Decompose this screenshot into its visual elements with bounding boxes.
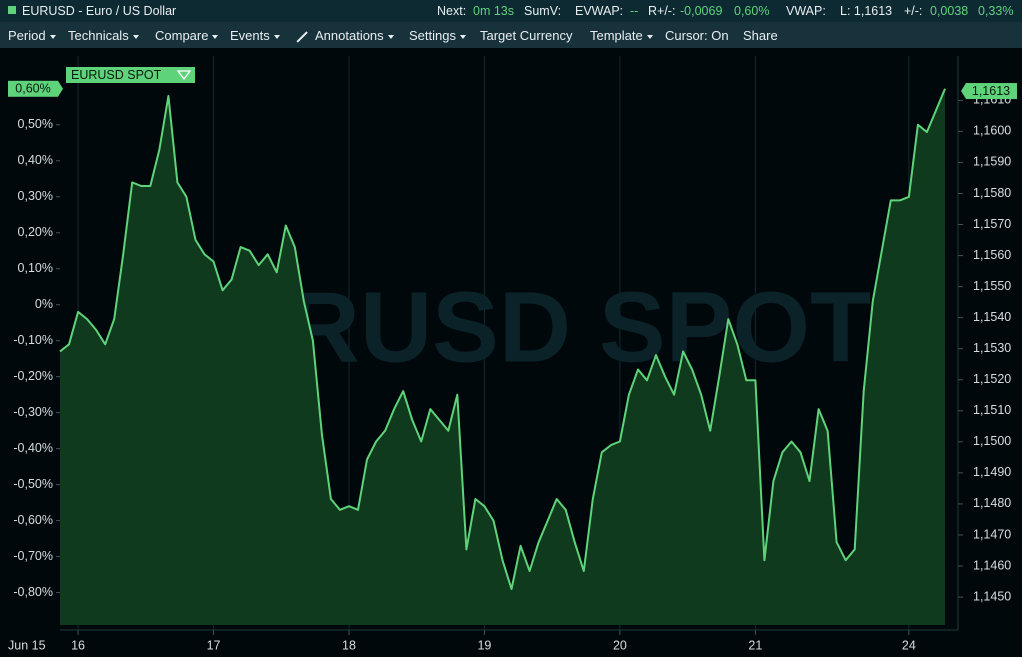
y2-tick-label: 1,1500 bbox=[973, 434, 1011, 448]
y2-tick-label: 1,1590 bbox=[973, 155, 1011, 169]
legend-tag-box bbox=[66, 67, 195, 83]
symbol-title: EURUSD - Euro / US Dollar bbox=[22, 4, 177, 18]
y-tick-label: -0,10% bbox=[13, 333, 53, 347]
last-price-box bbox=[966, 83, 1017, 100]
toolbar: Period Technicals Compare Events Annotat… bbox=[0, 22, 1022, 49]
y-tick-label: 0,20% bbox=[18, 225, 53, 239]
stat-label: +/-: bbox=[904, 4, 923, 18]
y-tick-label: 0,40% bbox=[18, 153, 53, 167]
legend-dropdown-icon bbox=[176, 70, 192, 81]
legend-label: EURUSD SPOT bbox=[71, 68, 162, 82]
y2-tick-label: 1,1570 bbox=[973, 217, 1011, 231]
menu-item[interactable]: Cursor: On bbox=[665, 28, 729, 43]
menu-item[interactable]: Events bbox=[230, 28, 280, 43]
stat-value: 0,33% bbox=[978, 4, 1014, 18]
y2-tick-label: 1,1580 bbox=[973, 186, 1011, 200]
y-tick-label: 0,10% bbox=[18, 261, 53, 275]
menu-item[interactable]: Period bbox=[8, 28, 56, 43]
current-value-pointer bbox=[58, 80, 63, 97]
y2-tick-label: 1,1560 bbox=[973, 248, 1011, 262]
line bbox=[59, 88, 946, 590]
stat-label: VWAP: bbox=[786, 4, 826, 18]
menu-item[interactable]: Settings bbox=[409, 28, 466, 43]
x-start-label: Jun 15 bbox=[8, 638, 46, 652]
x-tick-label: 17 bbox=[207, 638, 221, 652]
stat-label: Next: bbox=[437, 4, 467, 18]
y2-tick-label: 1,1520 bbox=[973, 372, 1011, 386]
area bbox=[60, 88, 945, 626]
y-tick-label: -0,40% bbox=[13, 441, 53, 455]
stat-value: 0,60% bbox=[734, 4, 770, 18]
stat-value: 0,0038 bbox=[930, 4, 969, 18]
y2-tick-label: 1,1530 bbox=[973, 341, 1011, 355]
y2-tick-label: 1,1450 bbox=[973, 589, 1011, 603]
menu-item[interactable]: Target Currency bbox=[480, 28, 573, 43]
menu-item[interactable]: Share bbox=[743, 28, 778, 43]
y2-tick-label: 1,1550 bbox=[973, 279, 1011, 293]
stat-label: EVWAP: bbox=[575, 4, 624, 18]
x-tick-label: 19 bbox=[477, 638, 491, 652]
legend-tag[interactable]: EURUSD SPOT bbox=[66, 67, 195, 83]
x-tick-label: 24 bbox=[902, 638, 916, 652]
x-tick-label: 20 bbox=[613, 638, 627, 652]
stat-value: -- bbox=[630, 4, 639, 18]
menu-item[interactable]: Compare bbox=[155, 28, 218, 43]
y-tick-label: -0,20% bbox=[13, 369, 53, 383]
y-tick-label: -0,30% bbox=[13, 405, 53, 419]
y2-tick-label: 1,1470 bbox=[973, 527, 1011, 541]
y2-tick-label: 1,1460 bbox=[973, 558, 1011, 572]
last-price-label: 1,1613 bbox=[972, 84, 1010, 98]
y2-tick-label: 1,1510 bbox=[973, 403, 1011, 417]
current-value-label: 0,60% bbox=[15, 82, 50, 96]
y-tick-label: 0% bbox=[35, 297, 53, 311]
y-tick-label: -0,80% bbox=[13, 585, 53, 599]
stat-value: L: 1,1613 bbox=[840, 4, 893, 18]
x-tick-label: 21 bbox=[748, 638, 762, 652]
y2-tick-label: 1,1600 bbox=[973, 124, 1011, 138]
stat-value: -0,0069 bbox=[680, 4, 723, 18]
chart: Jun 15 16 17 18 19 20 21 24 EURUSD SPOT 0,50% 0,4… bbox=[0, 48, 1022, 657]
y-tick-label: -0,50% bbox=[13, 477, 53, 491]
menu-item[interactable]: Technicals bbox=[68, 28, 139, 43]
stat-value: 0m 13s bbox=[473, 4, 514, 18]
stat-label: R+/-: bbox=[648, 4, 676, 18]
y2-tick-label: 1,1490 bbox=[973, 465, 1011, 479]
y-tick-label: 0,50% bbox=[18, 117, 53, 131]
last-price-pointer bbox=[961, 83, 966, 100]
header-bar: EURUSD - Euro / US Dollar Next: 0m 13s S… bbox=[0, 0, 1022, 22]
y2-tick-label: 1,1540 bbox=[973, 310, 1011, 324]
symbol-icon bbox=[8, 6, 16, 14]
y-tick-label: -0,70% bbox=[13, 549, 53, 563]
x-tick-label: 16 bbox=[71, 638, 85, 652]
current-value-box bbox=[8, 80, 58, 97]
y2-tick-label: 1,1480 bbox=[973, 496, 1011, 510]
stat-label: SumV: bbox=[524, 4, 562, 18]
y-tick-label: -0,60% bbox=[13, 513, 53, 527]
menu-item[interactable]: Annotations bbox=[315, 28, 394, 43]
y-tick-label: 0,30% bbox=[18, 189, 53, 203]
x-tick-label: 18 bbox=[342, 638, 356, 652]
menu-item[interactable]: Template bbox=[590, 28, 653, 43]
